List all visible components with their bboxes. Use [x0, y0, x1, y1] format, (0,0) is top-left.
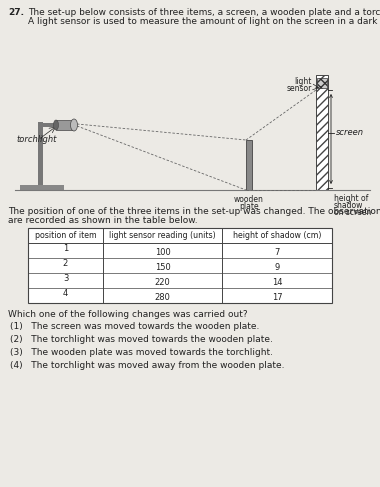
- Text: wooden: wooden: [234, 195, 264, 204]
- Text: A light sensor is used to measure the amount of light on the screen in a dark ro: A light sensor is used to measure the am…: [28, 17, 380, 26]
- Text: on screen: on screen: [334, 208, 371, 217]
- Text: torchlight: torchlight: [16, 135, 56, 144]
- Bar: [317, 78, 327, 88]
- Bar: [38, 123, 62, 127]
- Text: are recorded as shown in the table below.: are recorded as shown in the table below…: [8, 216, 198, 225]
- Text: (3)   The wooden plate was moved towards the torchlight.: (3) The wooden plate was moved towards t…: [10, 348, 273, 357]
- Text: 100: 100: [155, 248, 170, 257]
- Text: height of: height of: [334, 194, 368, 203]
- Text: sensor: sensor: [287, 84, 312, 93]
- Text: 9: 9: [274, 263, 280, 272]
- Bar: [28, 228, 332, 303]
- Text: 27.: 27.: [8, 8, 24, 17]
- Text: 3: 3: [63, 274, 68, 283]
- Text: 7: 7: [274, 248, 280, 257]
- Bar: [246, 140, 252, 190]
- Text: (4)   The torchlight was moved away from the wooden plate.: (4) The torchlight was moved away from t…: [10, 361, 285, 370]
- Ellipse shape: [54, 120, 59, 130]
- Text: 4: 4: [63, 289, 68, 298]
- Text: height of shadow (cm): height of shadow (cm): [233, 231, 321, 240]
- Text: 220: 220: [155, 278, 170, 287]
- Text: 14: 14: [272, 278, 282, 287]
- Text: 280: 280: [155, 293, 171, 302]
- Text: shadow: shadow: [334, 201, 363, 210]
- Text: Which one of the following changes was carried out?: Which one of the following changes was c…: [8, 310, 248, 319]
- Text: 1: 1: [63, 244, 68, 253]
- Text: 150: 150: [155, 263, 170, 272]
- Text: position of item: position of item: [35, 231, 96, 240]
- Bar: [38, 122, 43, 185]
- Text: light: light: [294, 77, 312, 86]
- Text: The set-up below consists of three items, a screen, a wooden plate and a torchli: The set-up below consists of three items…: [28, 8, 380, 17]
- Text: 2: 2: [63, 259, 68, 268]
- Text: 17: 17: [272, 293, 282, 302]
- Text: light sensor reading (units): light sensor reading (units): [109, 231, 216, 240]
- Ellipse shape: [71, 119, 78, 131]
- Text: screen: screen: [336, 128, 364, 137]
- Text: The position of one of the three items in the set-up was changed. The observatio: The position of one of the three items i…: [8, 207, 380, 216]
- Bar: [56, 120, 74, 130]
- Text: (2)   The torchlight was moved towards the wooden plate.: (2) The torchlight was moved towards the…: [10, 335, 273, 344]
- Text: (1)   The screen was moved towards the wooden plate.: (1) The screen was moved towards the woo…: [10, 322, 260, 331]
- Bar: [20, 185, 64, 191]
- Text: plate: plate: [239, 202, 259, 211]
- Bar: [316, 75, 328, 190]
